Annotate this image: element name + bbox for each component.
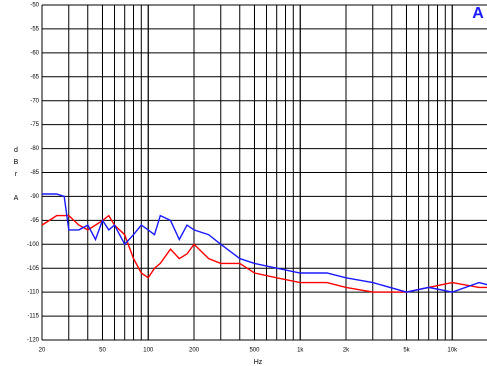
data-line — [41, 214, 487, 293]
x-tick-label: 200 — [189, 348, 200, 354]
x-tick-label: 10k — [447, 348, 458, 354]
x-tick-label: 500 — [249, 348, 260, 354]
y-tick-label: -50 — [30, 3, 39, 9]
y-tick-label: -110 — [27, 290, 39, 296]
x-tick-label: 2k — [343, 348, 350, 354]
data-line — [42, 193, 487, 293]
x-tick-label: 50 — [99, 348, 106, 354]
y-tick-label: -115 — [27, 314, 39, 320]
y-tick-label: -65 — [30, 74, 39, 80]
y-tick-label: -105 — [27, 266, 40, 272]
y-tick-label: -55 — [30, 27, 39, 33]
x-tick-label: 100 — [143, 348, 154, 354]
x-tick-label: 5k — [403, 348, 410, 354]
y-tick-label: -75 — [30, 122, 39, 128]
y-tick-label: -120 — [27, 338, 40, 344]
y-tick-label: -95 — [30, 218, 39, 224]
y-tick-label: -60 — [30, 50, 39, 56]
x-tick-label: 1k — [297, 348, 304, 354]
y-tick-label: -80 — [30, 146, 39, 152]
y-tick-label: -100 — [27, 242, 40, 248]
x-tick-label: 20 — [39, 348, 46, 354]
x-axis-label: Hz — [254, 359, 263, 366]
y-tick-label: -70 — [30, 98, 39, 104]
logo: A — [472, 5, 484, 22]
y-tick-label: -85 — [30, 170, 39, 176]
y-tick-label: -90 — [30, 194, 39, 200]
